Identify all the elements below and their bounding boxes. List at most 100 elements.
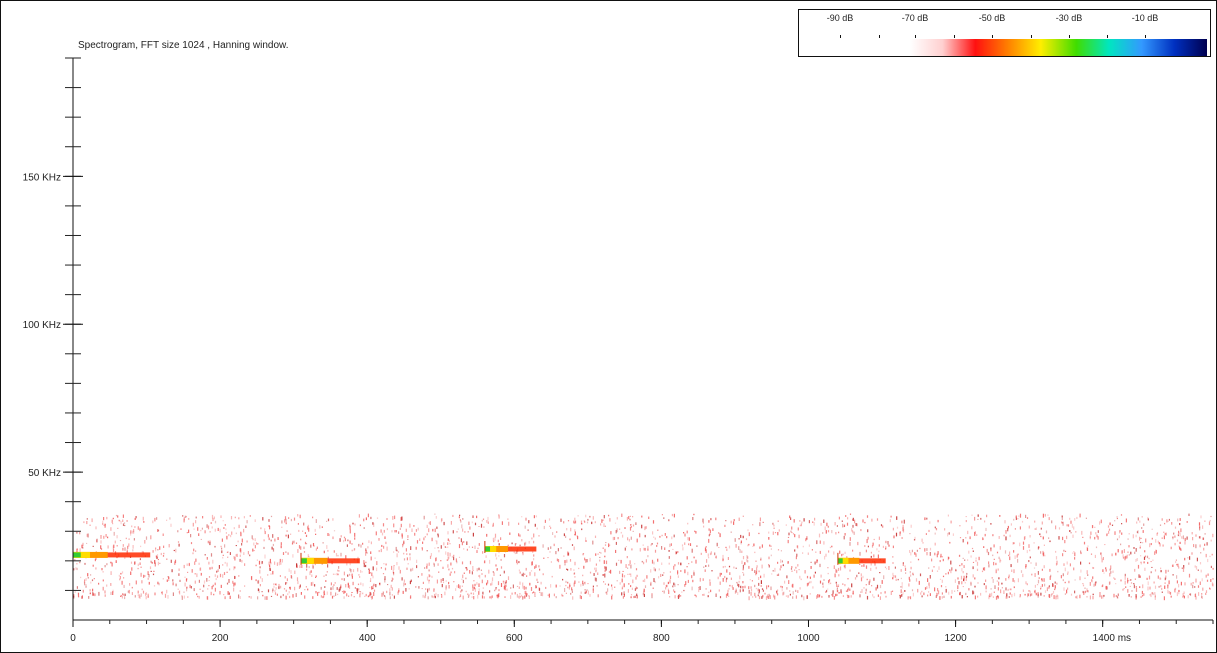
noise-speck (735, 567, 737, 569)
noise-speck (107, 536, 109, 539)
noise-speck (505, 581, 507, 584)
noise-speck (1028, 560, 1030, 563)
noise-speck (596, 585, 598, 587)
noise-speck (564, 560, 566, 564)
noise-speck (1009, 592, 1011, 595)
noise-speck (473, 586, 475, 590)
noise-speck (567, 581, 569, 584)
noise-speck (802, 545, 804, 548)
noise-speck (977, 518, 979, 520)
noise-speck (924, 587, 927, 590)
noise-speck (712, 528, 714, 531)
noise-speck (1080, 552, 1082, 555)
noise-speck (139, 558, 141, 561)
noise-speck (873, 577, 875, 581)
noise-speck (110, 561, 112, 564)
noise-speck (1170, 546, 1172, 550)
noise-speck (1172, 564, 1174, 567)
noise-speck (333, 550, 335, 553)
noise-speck (627, 537, 629, 541)
noise-speck (594, 521, 596, 524)
noise-speck (221, 547, 223, 550)
noise-speck (737, 583, 739, 587)
noise-speck (474, 587, 476, 592)
noise-speck (707, 595, 709, 598)
noise-speck (206, 557, 208, 560)
noise-speck (770, 548, 772, 550)
noise-speck (745, 538, 748, 541)
noise-speck (705, 588, 707, 590)
noise-speck (239, 596, 241, 599)
noise-speck (929, 552, 931, 556)
noise-speck (619, 582, 621, 585)
noise-speck (432, 528, 434, 532)
noise-speck (450, 521, 452, 525)
noise-speck (671, 536, 673, 540)
noise-speck (304, 541, 307, 545)
noise-speck (829, 546, 831, 549)
noise-speck (1053, 595, 1055, 600)
noise-speck (147, 577, 149, 580)
noise-speck (1198, 592, 1200, 596)
noise-speck (278, 561, 280, 566)
noise-speck (852, 590, 854, 595)
noise-speck (799, 520, 801, 522)
noise-speck (814, 571, 816, 574)
noise-speck (1051, 593, 1053, 595)
noise-speck (1055, 556, 1058, 560)
noise-speck (286, 578, 288, 582)
noise-speck (194, 573, 196, 575)
noise-speck (837, 590, 839, 593)
noise-speck (1015, 516, 1017, 518)
noise-speck (1181, 567, 1183, 569)
noise-speck (974, 577, 976, 580)
noise-speck (797, 590, 799, 593)
noise-speck (742, 588, 744, 592)
noise-speck (965, 537, 967, 539)
noise-speck (521, 539, 523, 542)
noise-speck (1201, 578, 1203, 582)
noise-speck (83, 521, 85, 524)
noise-speck (461, 589, 463, 592)
noise-speck (102, 571, 104, 573)
noise-speck (134, 526, 136, 528)
noise-speck (438, 571, 440, 573)
noise-speck (448, 556, 450, 559)
noise-speck (324, 586, 326, 588)
noise-speck (895, 532, 898, 537)
noise-speck (892, 556, 894, 558)
noise-speck (662, 574, 664, 576)
noise-speck (774, 532, 777, 534)
noise-speck (839, 566, 842, 571)
noise-speck (348, 585, 351, 589)
noise-speck (581, 528, 583, 531)
noise-speck (290, 518, 292, 522)
noise-speck (758, 582, 760, 586)
noise-speck (569, 583, 571, 588)
noise-speck (1012, 542, 1014, 545)
noise-speck (119, 576, 121, 579)
noise-speck (524, 590, 526, 595)
noise-speck (100, 535, 102, 539)
noise-speck (354, 523, 356, 526)
noise-speck (997, 595, 999, 599)
noise-speck (709, 579, 711, 582)
noise-speck (878, 544, 880, 547)
noise-speck (826, 589, 828, 593)
noise-speck (405, 528, 407, 532)
noise-speck (835, 532, 837, 535)
noise-speck (595, 570, 597, 573)
noise-speck (654, 537, 656, 540)
noise-speck (443, 542, 445, 546)
noise-speck (629, 560, 631, 564)
noise-speck (349, 573, 351, 576)
noise-speck (437, 594, 439, 598)
noise-speck (497, 594, 499, 599)
noise-speck (1124, 580, 1126, 585)
noise-speck (149, 566, 152, 570)
noise-speck (422, 594, 424, 598)
noise-speck (909, 578, 911, 582)
noise-speck (972, 550, 974, 552)
noise-speck (991, 592, 993, 597)
noise-speck (994, 585, 996, 589)
